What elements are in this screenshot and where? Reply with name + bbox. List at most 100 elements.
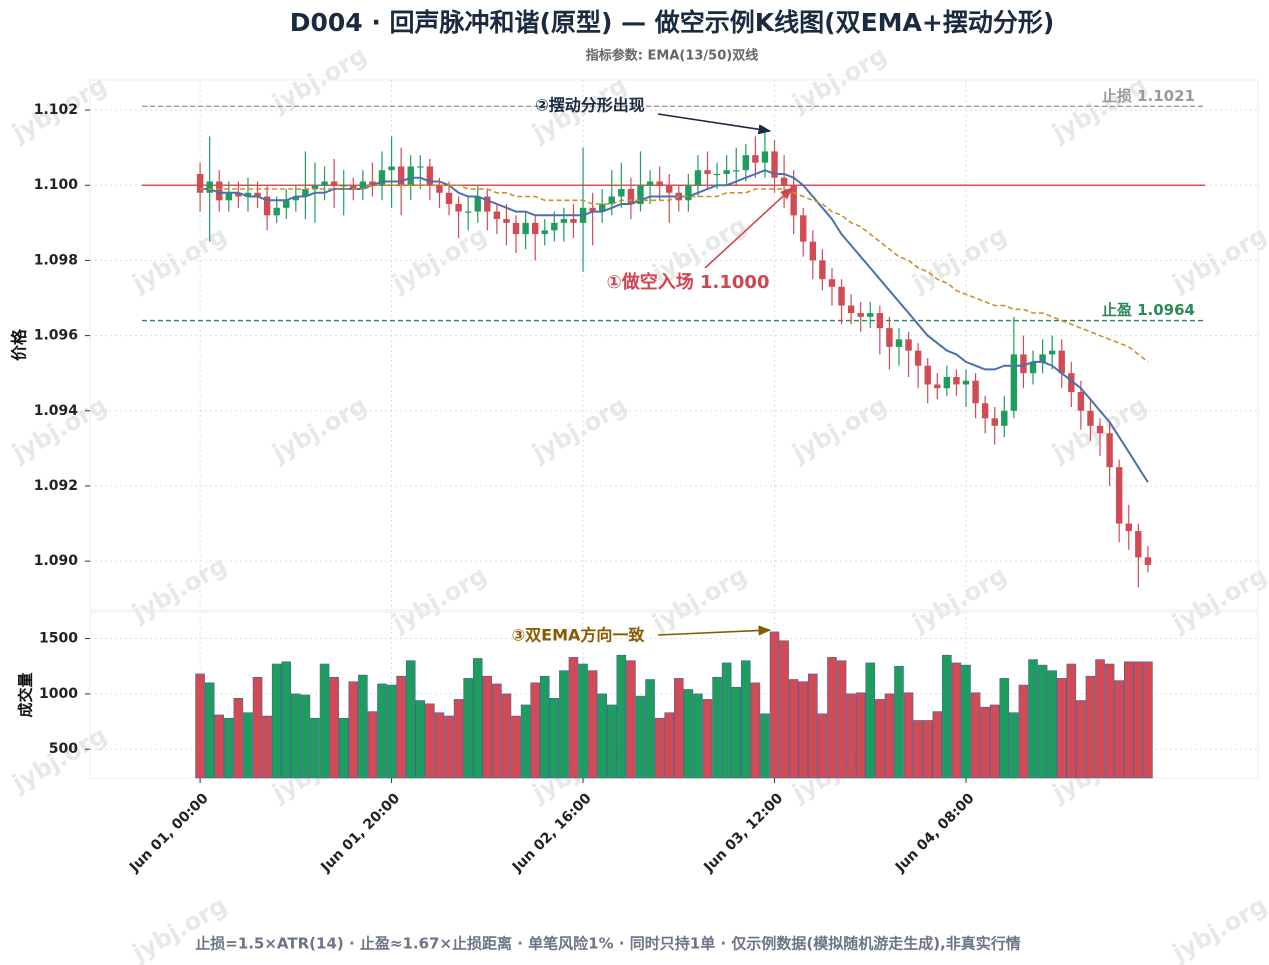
volume-bar [271, 663, 282, 779]
candle-body [551, 222, 558, 231]
level-label: 止盈 1.0964 [1102, 301, 1195, 319]
volume-bar [425, 703, 435, 779]
watermark: jybj.org [387, 221, 492, 298]
candle-body [589, 207, 596, 212]
candle-body [780, 177, 788, 186]
volume-bar [894, 665, 904, 779]
x-tick-label: Jun 01, 00:00 [126, 790, 212, 876]
volume-bar [1047, 670, 1057, 779]
candle-body [493, 211, 501, 220]
y-tick-label: 1.092 [34, 478, 78, 494]
volume-bar [903, 692, 914, 779]
candle-body [474, 196, 481, 212]
volume-bar [865, 662, 876, 779]
candle-body [809, 241, 817, 261]
candle-body [1115, 467, 1123, 524]
candle-body [263, 196, 271, 216]
watermark: jybj.org [787, 391, 892, 468]
volume-bar [721, 662, 732, 779]
candle-body [905, 339, 912, 351]
candle-body [417, 166, 424, 168]
volume-bar [568, 657, 579, 779]
candle-body [752, 155, 759, 163]
volume-bar [597, 693, 607, 779]
volume-bar [760, 713, 770, 779]
price-panel [89, 79, 1259, 611]
volume-bar [1066, 663, 1077, 779]
volume-bar [377, 683, 387, 779]
candle-body [1001, 410, 1008, 426]
volume-axis-label: 成交量 [17, 672, 35, 717]
volume-bar [463, 678, 473, 779]
y-tick-label: 1.090 [34, 553, 79, 569]
volume-bar [654, 717, 665, 779]
candle-body [685, 185, 692, 201]
candle-body [216, 181, 223, 201]
candle-body [512, 222, 520, 235]
y-axis-label: 价格 [10, 328, 29, 361]
candle-body [196, 173, 204, 193]
candle-body [1029, 361, 1037, 374]
volume-bar [606, 704, 617, 779]
candle-body [733, 170, 740, 172]
annotation-arrow [657, 113, 772, 135]
candle-body [1068, 373, 1075, 392]
candle-body [742, 155, 750, 171]
candle-body [388, 166, 395, 171]
candle-body [369, 181, 376, 186]
volume-bar [1037, 664, 1048, 779]
chart-subtitle: 指标参数: EMA(13/50)双线 [586, 48, 758, 64]
volume-bar [788, 679, 799, 779]
volume-bar [578, 663, 588, 779]
annotation-arrow [704, 187, 793, 269]
volume-bar [300, 694, 311, 779]
volume-bar [1133, 661, 1144, 779]
volume-bar [453, 699, 464, 779]
annotation-arrow [657, 625, 772, 636]
volume-bar [520, 704, 531, 779]
candle-body [407, 166, 414, 186]
volume-bar [224, 717, 234, 779]
volume-bar [970, 692, 981, 779]
candle-body [1144, 557, 1152, 565]
candle-body [876, 313, 884, 329]
volume-bar [559, 670, 569, 779]
y-tick-label: 1.094 [34, 403, 79, 419]
candle-body [464, 211, 472, 213]
candle-body [1058, 350, 1065, 374]
volume-bar [1085, 675, 1096, 779]
candle-body [292, 196, 300, 201]
volume-bar [664, 712, 675, 779]
volume-bar [817, 713, 828, 779]
candle-body [981, 403, 989, 419]
candle-body [206, 181, 213, 193]
candle-body [455, 204, 462, 212]
x-tick-label: Jun 03, 12:00 [700, 790, 786, 876]
candle-body [302, 189, 309, 197]
candle-body [972, 380, 979, 404]
volume-bar [587, 670, 598, 779]
candle-body [800, 215, 807, 242]
candle-body [541, 230, 548, 235]
volume-bar [875, 699, 885, 779]
candle-body [666, 185, 673, 193]
volume-bar [338, 717, 349, 779]
candle-body [598, 204, 606, 212]
candle-body [436, 185, 443, 193]
candle-body [397, 166, 405, 186]
volume-bar [836, 660, 847, 779]
candle-body [330, 181, 338, 186]
volume-tick-label: 1000 [39, 686, 78, 702]
volume-bar [482, 675, 493, 779]
candle-body [321, 181, 328, 186]
volume-bar [1123, 661, 1134, 779]
volume-bar [329, 676, 339, 779]
volume-tick-label: 1500 [39, 631, 78, 647]
volume-bar [195, 673, 205, 779]
volume-bar [616, 654, 627, 779]
candle-body [694, 170, 702, 186]
volume-bar [492, 683, 502, 779]
volume-bar [1104, 663, 1115, 779]
candle-body [924, 365, 931, 385]
